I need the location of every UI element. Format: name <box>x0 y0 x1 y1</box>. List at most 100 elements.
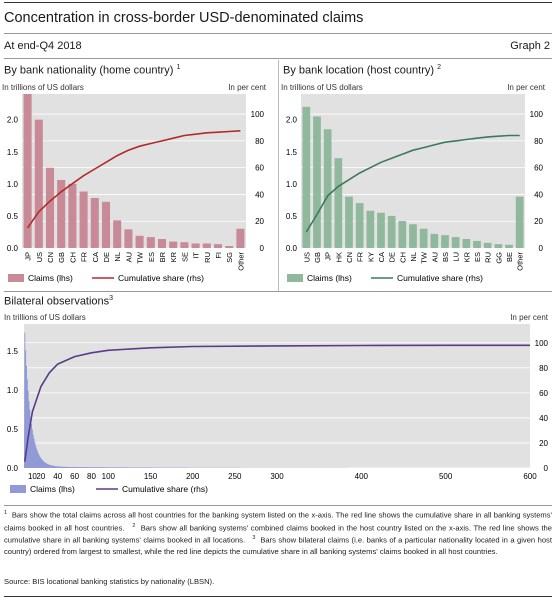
bar-be <box>505 244 513 248</box>
bar-nl <box>409 224 417 248</box>
legend-label-cumulative: Cumulative share (rhs) <box>118 273 204 283</box>
y-tick-right: 20 <box>534 217 543 226</box>
bar-bs <box>441 235 449 248</box>
y-tick-left: 0.5 <box>7 425 19 434</box>
y-tick-right: 40 <box>534 190 543 199</box>
y-tick-right: 0 <box>539 244 544 253</box>
x-tick-label: CN <box>46 252 55 263</box>
legend-label-cumulative: Cumulative share (rhs) <box>397 273 483 283</box>
x-tick-label: 20 <box>36 472 45 481</box>
right-axis-unit: In per cent <box>228 83 267 92</box>
bar-jp <box>323 129 332 248</box>
y-tick-right: 0 <box>544 464 549 473</box>
y-tick-right: 0 <box>260 244 265 253</box>
bar-other <box>515 196 524 248</box>
cumulative-share-line <box>26 130 241 229</box>
right-panel-title: By bank location (host country) 2 <box>283 64 441 77</box>
x-tick-label: 60 <box>70 472 79 481</box>
legend-label-cumulative: Cumulative share (rhs) <box>122 484 208 494</box>
x-tick-label: BE <box>505 252 514 262</box>
x-tick-label: 40 <box>53 472 62 481</box>
x-tick-label: FR <box>80 251 89 262</box>
legend-label-claims: Claims (lhs) <box>30 484 75 494</box>
x-tick-label: NL <box>113 252 122 262</box>
bar-tw <box>419 228 428 248</box>
bar-fr <box>355 203 364 248</box>
bar-ru <box>202 243 211 248</box>
x-tick-label: ES <box>473 252 482 262</box>
x-tick-label: 500 <box>439 472 453 481</box>
title-rule <box>4 33 552 34</box>
x-tick-label: ES <box>147 252 156 262</box>
bar-de <box>387 215 396 248</box>
x-tick-label: CH <box>398 252 407 263</box>
bar-br <box>157 239 167 248</box>
legend-label-claims: Claims (lhs) <box>307 273 352 283</box>
y-tick-right: 80 <box>255 137 264 146</box>
bar-kr <box>462 239 471 248</box>
bar-gg <box>494 244 503 248</box>
x-tick-label: CA <box>91 252 100 262</box>
x-tick-label: NL <box>409 252 418 262</box>
y-tick-right: 60 <box>534 164 543 173</box>
x-tick-label: IT <box>192 252 201 259</box>
bar-tw <box>135 235 144 248</box>
chart-bottom: In trillions of US dollars In per cent 0.0… <box>4 313 549 494</box>
plot-area <box>22 94 246 248</box>
legend-swatch-claims <box>8 274 24 282</box>
bar-ru <box>483 242 492 248</box>
right-axis-unit: In per cent <box>510 313 549 322</box>
x-tick-label: 400 <box>355 472 369 481</box>
right-axis-unit: In per cent <box>507 83 546 92</box>
x-tick-label: GG <box>494 252 503 264</box>
y-tick-right: 40 <box>255 190 264 199</box>
section-rule <box>4 291 552 292</box>
graph-number: Graph 2 <box>510 40 550 52</box>
x-tick-label: Other <box>236 252 245 271</box>
x-tick-label: CH <box>68 252 77 263</box>
y-tick-left: 0.5 <box>7 212 19 221</box>
bar-es <box>473 240 481 248</box>
x-tick-label: KR <box>462 251 471 262</box>
y-tick-left: 1.0 <box>7 386 19 395</box>
x-tick-label: 600 <box>523 472 537 481</box>
left-axis-unit: In trillions of US dollars <box>281 83 363 92</box>
y-tick-right: 20 <box>539 439 548 448</box>
x-tick-label: RU <box>484 252 493 263</box>
bottom-rule <box>4 596 552 597</box>
x-tick-label: JP <box>24 252 33 261</box>
x-tick-label: US <box>35 252 44 262</box>
x-tick-label: US <box>302 252 311 262</box>
x-tick-label: KR <box>169 251 178 262</box>
legend-swatch-claims <box>287 274 303 282</box>
chart-right: In trillions of US dollars In per cent 0.0… <box>281 83 546 283</box>
y-tick-right: 80 <box>539 364 548 373</box>
x-tick-label: BS <box>441 252 450 262</box>
x-tick-label: TW <box>136 251 145 264</box>
y-tick-left: 0.0 <box>7 464 19 473</box>
footnotes: 1 Bars show the total claims across all … <box>4 510 552 556</box>
x-tick-label: 10 <box>28 472 37 481</box>
x-tick-label: FR <box>356 251 365 262</box>
bar-sg <box>225 246 234 248</box>
y-tick-left: 0.0 <box>286 244 298 253</box>
x-tick-label: 100 <box>102 472 116 481</box>
panel-divider <box>278 60 279 292</box>
bar-cn <box>345 196 353 248</box>
x-tick-label: DE <box>102 252 111 262</box>
x-tick-label: CA <box>377 252 386 262</box>
y-tick-right: 20 <box>255 217 264 226</box>
bar-jp <box>23 94 32 248</box>
page-subtitle: At end-Q4 2018 <box>4 40 82 52</box>
x-tick-label: SE <box>180 252 189 262</box>
source-note: Source: BIS locational banking statistic… <box>4 577 215 586</box>
bottom-panel-title: Bilateral observations3 <box>4 295 114 308</box>
chart-left: In trillions of US dollars In per cent 0.0… <box>2 83 267 283</box>
y-tick-right: 60 <box>539 389 548 398</box>
bar-se <box>180 242 189 248</box>
left-axis-unit: In trillions of US dollars <box>4 313 86 322</box>
bar-fr <box>79 191 88 248</box>
x-tick-label: CN <box>345 252 354 263</box>
y-tick-right: 60 <box>255 164 264 173</box>
y-tick-right: 100 <box>535 339 549 348</box>
